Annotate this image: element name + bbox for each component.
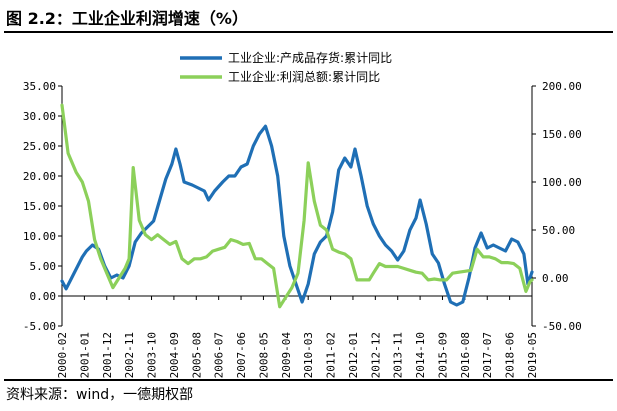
- x-tick-label: 2005-08: [190, 332, 203, 378]
- axes: -5.00 0.00 5.00 10.00 15.00 20.00 25.00 30.00 35…: [23, 80, 582, 378]
- x-tick-label: 2016-08: [459, 332, 472, 378]
- right-tick-label: -50.00: [542, 320, 582, 333]
- x-tick-label: 2004-09: [168, 332, 181, 378]
- x-tick-label: 2001-12: [101, 332, 114, 378]
- x-tick-label: 2007-06: [235, 332, 248, 378]
- series-line-2: [60, 103, 534, 309]
- left-tick-label: 30.00: [23, 110, 56, 123]
- left-tick-label: 25.00: [23, 140, 56, 153]
- legend-label-2: 工业企业:利润总额:累计同比: [228, 69, 380, 84]
- series-line-1: [60, 124, 534, 307]
- series-group: [60, 103, 534, 309]
- right-tick-label: 150.00: [542, 128, 582, 141]
- top-rule: [4, 31, 613, 33]
- bottom-rule: [4, 379, 613, 381]
- left-tick-label: 35.00: [23, 80, 56, 93]
- right-tick-label: 50.00: [542, 224, 575, 237]
- x-tick-label: 2006-07: [213, 332, 226, 378]
- left-tick-label: 20.00: [23, 170, 56, 183]
- right-tick-label: 0.00: [542, 272, 569, 285]
- x-tick-label: 2014-10: [414, 332, 427, 378]
- right-tick-label: 200.00: [542, 80, 582, 93]
- source-note: 资料来源：wind，一德期权部: [6, 387, 194, 403]
- x-tick-label: 2003-10: [146, 332, 159, 378]
- legend-label-1: 工业企业:产成品存货:累计同比: [228, 50, 392, 65]
- x-tick-label: 2009-04: [280, 332, 293, 379]
- chart-title: 图 2.2：工业企业利润增速（%）: [6, 9, 248, 28]
- x-tick-label: 2000-02: [56, 332, 69, 378]
- left-tick-label: 10.00: [23, 230, 56, 243]
- left-tick-label: -5.00: [23, 320, 56, 333]
- x-tick-label: 2013-11: [392, 332, 405, 378]
- x-tick-label: 2010-03: [302, 332, 315, 378]
- left-tick-label: 5.00: [30, 260, 57, 273]
- x-tick-label: 2017-07: [481, 332, 494, 378]
- x-tick-label: 2001-01: [78, 332, 91, 378]
- x-tick-label: 2012-12: [369, 332, 382, 378]
- x-tick-label: 2011-02: [325, 332, 338, 378]
- x-tick-label: 2019-05: [526, 332, 539, 378]
- right-tick-label: 100.00: [542, 176, 582, 189]
- x-tick-label: 2008-05: [257, 332, 270, 378]
- left-tick-label: 0.00: [30, 290, 57, 303]
- x-tick-label: 2012-01: [347, 332, 360, 378]
- x-tick-label: 2015-09: [436, 332, 449, 378]
- x-tick-label: 2002-11: [123, 332, 136, 378]
- left-tick-label: 15.00: [23, 200, 56, 213]
- x-tick-label: 2018-06: [504, 332, 517, 378]
